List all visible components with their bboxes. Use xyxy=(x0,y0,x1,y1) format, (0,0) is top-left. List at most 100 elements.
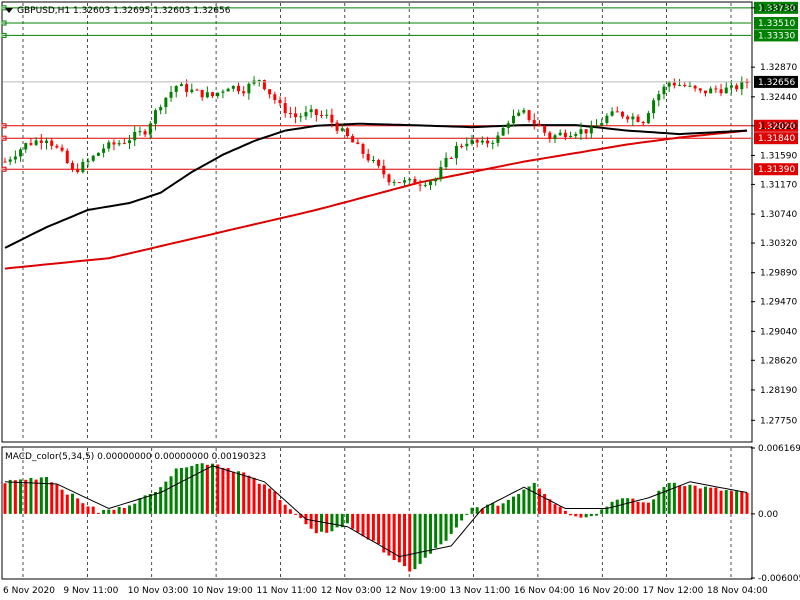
price-axis: 1.32870 1.32440 1.32020 1.31590 1.31170 1.307… xyxy=(751,4,798,426)
macd-bar xyxy=(454,513,458,528)
price-level-tag xyxy=(754,29,798,42)
macd-bar xyxy=(527,486,531,514)
level-handle[interactable] xyxy=(1,5,7,11)
macd-bar xyxy=(335,513,339,528)
candle-body xyxy=(86,160,90,162)
macd-bar xyxy=(288,509,292,514)
macd-bar xyxy=(605,506,609,514)
candle-body xyxy=(236,85,240,92)
candle-body xyxy=(153,110,157,124)
candle-body xyxy=(330,114,334,123)
level-handle[interactable] xyxy=(1,20,7,26)
chart-title: GBPUSD,H1 1.32603 1.32695 1.32603 1.3265… xyxy=(17,6,231,16)
y-tick-label: 1.32440 xyxy=(760,93,797,103)
macd-bar xyxy=(444,513,448,541)
macd-bar xyxy=(719,490,723,514)
macd-bar xyxy=(387,513,391,556)
candle-body xyxy=(428,181,432,186)
macd-bar xyxy=(19,479,23,514)
candle-body xyxy=(698,88,702,91)
macd-bar xyxy=(641,502,645,514)
macd-bar xyxy=(211,463,215,514)
macd-bar xyxy=(553,504,557,514)
macd-bar xyxy=(70,493,74,514)
macd-bar xyxy=(735,491,739,514)
y-tick-label: 1.29470 xyxy=(760,298,797,308)
level-handle[interactable] xyxy=(1,135,7,141)
macd-bar xyxy=(610,501,614,514)
candle-body xyxy=(117,143,121,145)
candle-body xyxy=(548,132,552,140)
macd-bar xyxy=(506,499,510,514)
macd-bar xyxy=(148,493,152,514)
macd-bar xyxy=(543,494,547,514)
candle-body xyxy=(102,148,106,153)
macd-bar xyxy=(351,513,355,529)
candle-body xyxy=(325,114,329,116)
price-level-tag xyxy=(754,132,798,145)
candle-body xyxy=(729,85,733,88)
macd-bar xyxy=(532,482,536,514)
macd-bar xyxy=(340,513,344,528)
macd-bar xyxy=(470,507,474,514)
macd-bar xyxy=(558,506,562,514)
macd-bar xyxy=(740,491,744,514)
candle-body xyxy=(122,143,126,145)
candle-body xyxy=(273,94,277,101)
time-axis: 6 Nov 2020 9 Nov 11:00 10 Nov 03:00 10 Nov … xyxy=(3,586,768,596)
macd-bar xyxy=(34,479,38,514)
y-tick-label: 1.32870 xyxy=(760,63,797,73)
candle-body xyxy=(553,135,557,140)
candle-body xyxy=(91,155,95,161)
x-tick-label: 16 Nov 20:00 xyxy=(578,586,639,596)
macd-bar xyxy=(122,507,126,514)
candle-body xyxy=(242,91,246,94)
candle-body xyxy=(288,113,292,115)
macd-histogram xyxy=(3,463,749,572)
macd-bar xyxy=(345,513,349,524)
candle-body xyxy=(45,140,49,143)
level-handle[interactable] xyxy=(1,32,7,38)
level-handle[interactable] xyxy=(1,166,7,172)
x-tick-label: 9 Nov 11:00 xyxy=(63,586,118,596)
macd-bar xyxy=(569,513,573,516)
candle-body xyxy=(465,143,469,147)
candle-body xyxy=(397,182,401,184)
candle-body xyxy=(257,80,261,82)
macd-bar xyxy=(709,487,713,514)
macd-bar xyxy=(662,487,666,514)
candle-body xyxy=(506,123,510,128)
triangle-down-icon[interactable] xyxy=(5,8,13,13)
macd-bar xyxy=(257,483,261,514)
macd-bar xyxy=(408,513,412,572)
candle-body xyxy=(646,113,650,124)
candle-body xyxy=(517,112,521,116)
candle-body xyxy=(169,91,173,98)
macd-bar xyxy=(537,488,541,514)
candle-body xyxy=(70,162,74,170)
macd-bar xyxy=(672,482,676,514)
x-tick-label: 13 Nov 11:00 xyxy=(450,586,511,596)
candle-body xyxy=(39,140,43,143)
macd-bar xyxy=(65,494,69,514)
current-price-tag xyxy=(754,75,798,88)
candle-body xyxy=(231,85,235,89)
candle-body xyxy=(615,111,619,113)
candle-body xyxy=(652,100,656,114)
candle-body xyxy=(574,134,578,136)
macd-bar xyxy=(8,479,12,514)
candle-body xyxy=(159,107,163,111)
macd-bar xyxy=(377,513,381,544)
level-handle[interactable] xyxy=(1,123,7,129)
macd-bar xyxy=(76,498,80,514)
candle-body xyxy=(688,85,692,87)
macd-bar xyxy=(247,475,251,514)
macd-bar xyxy=(205,464,209,514)
macd-bar xyxy=(159,487,163,514)
candle-body xyxy=(195,89,199,91)
candle-body xyxy=(190,89,194,93)
macd-bar xyxy=(418,513,422,564)
candle-body xyxy=(314,109,318,116)
candle-body xyxy=(486,140,490,144)
macd-bar xyxy=(231,471,235,514)
